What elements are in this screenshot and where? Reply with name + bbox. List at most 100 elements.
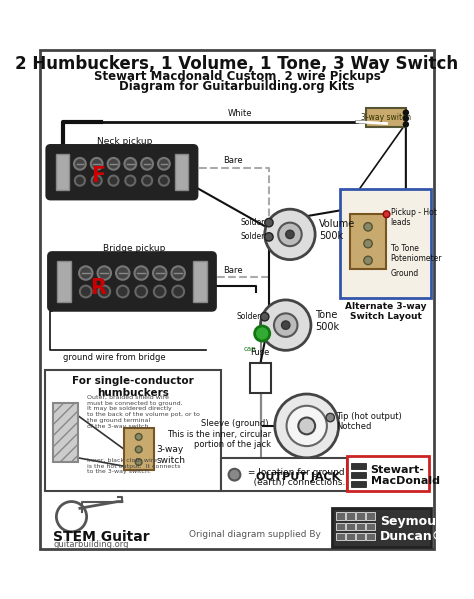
Bar [350, 214, 386, 269]
FancyBboxPatch shape [365, 108, 406, 127]
Circle shape [173, 286, 184, 297]
Bar [193, 261, 207, 302]
Bar [336, 513, 345, 520]
Bar [221, 458, 347, 491]
Circle shape [282, 321, 290, 329]
Circle shape [275, 394, 338, 458]
Bar [340, 189, 431, 298]
Circle shape [261, 300, 311, 350]
Circle shape [172, 267, 185, 280]
Bar [57, 261, 71, 302]
Text: cap: cap [243, 346, 256, 352]
Text: To Tone
Poteniometer: To Tone Poteniometer [391, 244, 442, 263]
Circle shape [403, 110, 409, 115]
Circle shape [264, 232, 273, 241]
Circle shape [79, 267, 92, 280]
Text: Alternate 3-way
Switch Layout: Alternate 3-way Switch Layout [345, 302, 427, 321]
FancyBboxPatch shape [49, 253, 215, 310]
Bar [351, 463, 366, 469]
Circle shape [287, 406, 327, 446]
Circle shape [158, 158, 170, 170]
Bar [124, 428, 154, 470]
Text: Original diagram supplied By: Original diagram supplied By [189, 530, 321, 539]
Text: 3-way
switch: 3-way switch [156, 445, 185, 465]
Bar [336, 522, 345, 530]
Text: ground wire from bridge: ground wire from bridge [63, 353, 166, 362]
Circle shape [98, 267, 111, 280]
Bar [332, 509, 431, 547]
Circle shape [278, 223, 301, 246]
Bar [346, 533, 355, 540]
Bar [55, 154, 69, 190]
Bar [347, 456, 429, 491]
Text: Tone
500k: Tone 500k [315, 310, 339, 332]
Text: Stewart-
MacDonald: Stewart- MacDonald [371, 465, 439, 486]
Bar [175, 154, 188, 190]
Text: 2 Humbuckers, 1 Volume, 1 Tone, 3 Way Switch: 2 Humbuckers, 1 Volume, 1 Tone, 3 Way Sw… [16, 55, 458, 72]
Circle shape [136, 446, 142, 453]
Circle shape [403, 116, 409, 121]
Text: OUTPUT JACK: OUTPUT JACK [256, 472, 340, 482]
Bar [366, 533, 375, 540]
Text: Solder: Solder [240, 218, 264, 227]
Bar [250, 363, 271, 393]
Bar [356, 522, 365, 530]
Text: Solder: Solder [240, 232, 264, 241]
Text: STEM Guitar: STEM Guitar [53, 530, 150, 544]
Text: guitarbuilding.org: guitarbuilding.org [53, 540, 128, 549]
Text: Diagram for Guitarbuilding.org Kits: Diagram for Guitarbuilding.org Kits [119, 80, 355, 93]
Circle shape [264, 219, 273, 227]
Circle shape [125, 176, 136, 186]
Circle shape [136, 434, 142, 440]
Bar [53, 403, 78, 462]
Text: Neck pickup: Neck pickup [97, 137, 152, 146]
Circle shape [255, 326, 270, 341]
Circle shape [364, 256, 372, 265]
Text: Ground: Ground [391, 269, 419, 278]
Text: Bridge pickup: Bridge pickup [102, 244, 165, 253]
Text: Stewart Macdonald Custom  2 wire Pickups: Stewart Macdonald Custom 2 wire Pickups [94, 69, 380, 83]
Circle shape [91, 158, 102, 170]
Circle shape [109, 176, 118, 186]
Circle shape [403, 122, 409, 127]
Bar [366, 513, 375, 520]
Circle shape [136, 459, 142, 465]
Circle shape [159, 176, 169, 186]
Text: 3-way switch: 3-way switch [361, 113, 411, 122]
Bar [356, 513, 365, 520]
Text: Outer, braided shield wire
must be connected to ground.
It may be soldered direc: Outer, braided shield wire must be conne… [87, 395, 200, 429]
Circle shape [80, 286, 91, 297]
Circle shape [136, 286, 147, 297]
Text: = location for ground
   (earth) connections.: = location for ground (earth) connection… [245, 468, 345, 488]
Circle shape [383, 211, 390, 217]
Text: F: F [91, 167, 106, 186]
Bar [351, 482, 366, 487]
Circle shape [116, 267, 129, 280]
Circle shape [154, 286, 165, 297]
Circle shape [364, 223, 372, 231]
Circle shape [153, 267, 166, 280]
Text: Bare: Bare [223, 266, 242, 275]
Text: For single-conductor
humbuckers: For single-conductor humbuckers [72, 376, 194, 398]
Bar [351, 472, 366, 478]
Circle shape [298, 418, 315, 434]
FancyBboxPatch shape [47, 146, 197, 199]
Circle shape [228, 469, 240, 480]
Circle shape [286, 230, 294, 238]
Circle shape [141, 158, 153, 170]
Bar [336, 533, 345, 540]
Bar [346, 513, 355, 520]
Circle shape [326, 413, 335, 422]
Circle shape [261, 313, 269, 321]
Circle shape [91, 176, 102, 186]
Text: Bare: Bare [223, 156, 242, 165]
Text: Tip (hot output)
Notched: Tip (hot output) Notched [336, 412, 402, 431]
Circle shape [364, 240, 372, 248]
Circle shape [274, 313, 298, 337]
Text: Solder: Solder [236, 312, 261, 321]
Circle shape [264, 209, 315, 259]
Text: Fuse: Fuse [250, 348, 270, 357]
Bar [45, 370, 221, 491]
Circle shape [99, 286, 110, 297]
Text: Inner, black cloth wire
is the hot output.  It connects
to the 3-way switch.: Inner, black cloth wire is the hot outpu… [87, 458, 180, 474]
